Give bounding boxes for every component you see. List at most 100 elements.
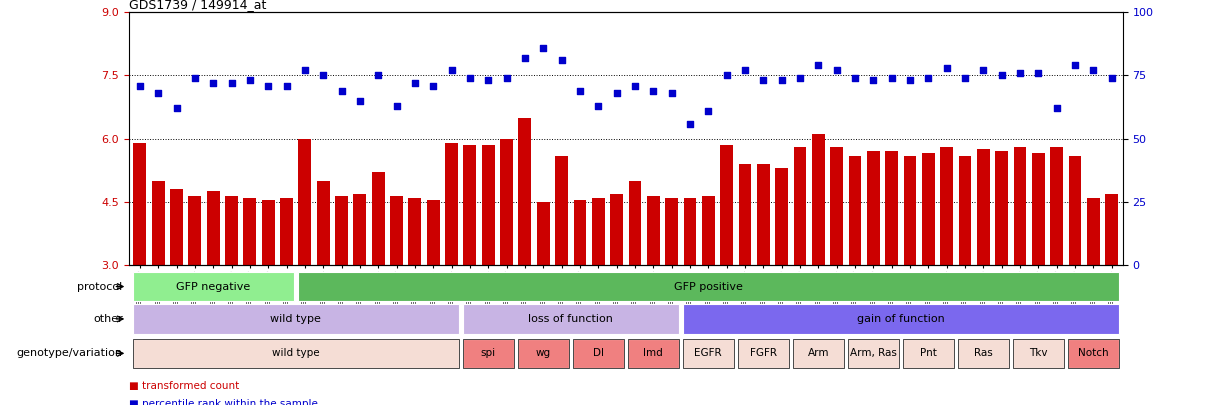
Point: [864, 77, 883, 84]
Bar: [409, 198, 421, 265]
Point: [717, 72, 736, 79]
Point: [479, 77, 498, 84]
Point: [222, 80, 242, 86]
Bar: [1014, 147, 1027, 265]
Point: [1102, 75, 1121, 81]
Bar: [1067, 339, 1119, 368]
Bar: [627, 339, 679, 368]
Bar: [445, 143, 458, 265]
Bar: [133, 339, 459, 368]
Bar: [720, 145, 733, 265]
Point: [790, 75, 810, 81]
Bar: [977, 149, 990, 265]
Text: Dl: Dl: [593, 348, 604, 358]
Bar: [757, 164, 769, 265]
Text: Tkv: Tkv: [1029, 348, 1048, 358]
Bar: [958, 156, 972, 265]
Text: ■ percentile rank within the sample: ■ percentile rank within the sample: [129, 399, 318, 405]
Bar: [1067, 339, 1119, 368]
Text: protocol: protocol: [77, 281, 123, 292]
Bar: [573, 339, 625, 368]
Bar: [903, 156, 917, 265]
Point: [625, 82, 644, 89]
Point: [1047, 105, 1066, 112]
Bar: [1032, 153, 1044, 265]
Point: [827, 67, 847, 74]
Point: [698, 108, 718, 114]
Bar: [739, 164, 751, 265]
Bar: [1087, 198, 1099, 265]
Bar: [152, 181, 164, 265]
Text: loss of function: loss of function: [529, 314, 614, 324]
Bar: [573, 200, 587, 265]
Bar: [702, 196, 714, 265]
Point: [680, 120, 699, 127]
Bar: [207, 192, 220, 265]
Bar: [665, 198, 679, 265]
Bar: [243, 198, 256, 265]
Bar: [682, 305, 1119, 334]
Text: Pnt: Pnt: [920, 348, 936, 358]
Bar: [867, 151, 880, 265]
Point: [607, 90, 627, 96]
Point: [515, 55, 535, 61]
Text: EGFR: EGFR: [694, 348, 723, 358]
Bar: [737, 339, 789, 368]
Bar: [555, 156, 568, 265]
Bar: [518, 339, 569, 368]
Point: [460, 75, 480, 81]
Bar: [848, 339, 899, 368]
Text: other: other: [93, 314, 123, 324]
Bar: [1012, 339, 1064, 368]
Bar: [537, 202, 550, 265]
Text: ■ transformed count: ■ transformed count: [129, 381, 239, 391]
Point: [130, 82, 150, 89]
Bar: [812, 134, 825, 265]
Point: [809, 62, 828, 68]
Bar: [463, 339, 514, 368]
Text: GFP positive: GFP positive: [674, 281, 742, 292]
Bar: [682, 339, 734, 368]
Point: [368, 72, 388, 79]
Bar: [737, 339, 789, 368]
Point: [405, 80, 425, 86]
Text: genotype/variation: genotype/variation: [17, 348, 123, 358]
Bar: [501, 139, 513, 265]
Point: [735, 67, 755, 74]
Bar: [463, 339, 514, 368]
Text: gain of function: gain of function: [856, 314, 945, 324]
Bar: [482, 145, 494, 265]
Text: spi: spi: [481, 348, 496, 358]
Point: [277, 82, 297, 89]
Text: wild type: wild type: [270, 314, 321, 324]
Bar: [903, 339, 955, 368]
Point: [882, 75, 902, 81]
Point: [772, 77, 791, 84]
Point: [185, 75, 205, 81]
Bar: [518, 339, 569, 368]
Bar: [280, 198, 293, 265]
Point: [973, 67, 993, 74]
Bar: [628, 181, 642, 265]
Point: [1065, 62, 1085, 68]
Bar: [647, 196, 660, 265]
Bar: [133, 272, 294, 301]
Point: [571, 87, 590, 94]
Bar: [957, 339, 1009, 368]
Bar: [775, 168, 788, 265]
Text: Imd: Imd: [643, 348, 663, 358]
Bar: [133, 339, 459, 368]
Point: [661, 90, 681, 96]
Text: FGFR: FGFR: [750, 348, 777, 358]
Bar: [903, 339, 955, 368]
Bar: [849, 156, 861, 265]
Bar: [885, 151, 898, 265]
Bar: [353, 194, 367, 265]
Point: [919, 75, 939, 81]
Bar: [794, 147, 806, 265]
Point: [589, 102, 609, 109]
Point: [643, 87, 663, 94]
Point: [552, 57, 572, 64]
Bar: [957, 339, 1009, 368]
Bar: [189, 196, 201, 265]
